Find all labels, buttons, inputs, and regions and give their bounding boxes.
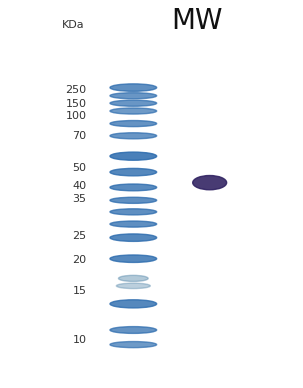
Text: 10: 10 — [72, 335, 86, 345]
Ellipse shape — [193, 175, 227, 190]
Ellipse shape — [110, 221, 157, 227]
Ellipse shape — [110, 300, 157, 308]
Text: 150: 150 — [65, 99, 86, 109]
Ellipse shape — [110, 108, 157, 114]
Text: 20: 20 — [72, 255, 86, 265]
Ellipse shape — [116, 283, 150, 289]
Ellipse shape — [110, 133, 157, 139]
Text: 15: 15 — [72, 286, 86, 296]
Text: 35: 35 — [72, 194, 86, 204]
Text: 25: 25 — [72, 231, 86, 241]
Ellipse shape — [110, 197, 157, 203]
Ellipse shape — [110, 184, 157, 191]
Text: 100: 100 — [65, 111, 86, 121]
Ellipse shape — [110, 93, 157, 99]
Ellipse shape — [110, 100, 157, 106]
Ellipse shape — [110, 152, 157, 160]
Text: 50: 50 — [72, 163, 86, 173]
Text: 40: 40 — [72, 181, 86, 191]
Ellipse shape — [110, 121, 157, 126]
Text: 70: 70 — [72, 132, 86, 142]
Ellipse shape — [110, 84, 157, 91]
Text: MW: MW — [171, 7, 223, 35]
Ellipse shape — [110, 234, 157, 241]
Text: 250: 250 — [65, 85, 86, 95]
Ellipse shape — [110, 209, 157, 215]
Ellipse shape — [110, 168, 157, 176]
Ellipse shape — [118, 275, 148, 281]
Text: KDa: KDa — [62, 20, 85, 30]
Ellipse shape — [110, 255, 157, 262]
Ellipse shape — [110, 327, 157, 333]
Ellipse shape — [110, 341, 157, 348]
